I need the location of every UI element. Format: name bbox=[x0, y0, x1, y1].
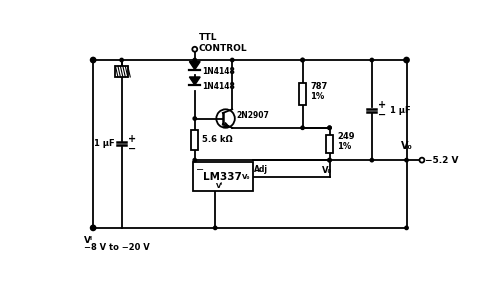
Circle shape bbox=[92, 226, 95, 230]
Circle shape bbox=[301, 58, 304, 62]
Text: −: − bbox=[195, 165, 204, 175]
Text: +: + bbox=[378, 100, 386, 111]
Circle shape bbox=[301, 58, 304, 62]
Text: 1 μF: 1 μF bbox=[94, 140, 115, 148]
Text: 1 μF: 1 μF bbox=[390, 105, 411, 114]
Polygon shape bbox=[189, 61, 200, 70]
Polygon shape bbox=[189, 77, 200, 85]
Circle shape bbox=[405, 58, 408, 62]
Circle shape bbox=[405, 226, 408, 230]
Bar bbox=[115, 66, 128, 77]
Text: −: − bbox=[128, 144, 136, 154]
Text: 5.6 kΩ: 5.6 kΩ bbox=[202, 135, 233, 144]
Circle shape bbox=[193, 158, 196, 162]
Text: 1N4148: 1N4148 bbox=[202, 82, 235, 91]
Bar bbox=[191, 130, 198, 150]
Text: V₀: V₀ bbox=[241, 174, 250, 180]
Bar bbox=[193, 162, 253, 191]
Circle shape bbox=[328, 158, 331, 162]
Bar bbox=[299, 83, 306, 105]
Bar bbox=[326, 135, 333, 153]
Text: V₀: V₀ bbox=[322, 166, 332, 175]
Text: V₀: V₀ bbox=[401, 141, 412, 151]
Text: +: + bbox=[128, 134, 136, 144]
Text: −: − bbox=[378, 110, 386, 120]
Circle shape bbox=[370, 58, 374, 62]
Circle shape bbox=[120, 58, 123, 62]
Text: −5.2 V: −5.2 V bbox=[425, 156, 458, 165]
Text: 249
1%: 249 1% bbox=[337, 132, 355, 151]
Text: 1N4148: 1N4148 bbox=[202, 67, 235, 76]
Circle shape bbox=[301, 126, 304, 129]
Circle shape bbox=[328, 126, 331, 129]
Circle shape bbox=[328, 126, 331, 129]
Text: TTL
CONTROL: TTL CONTROL bbox=[198, 33, 247, 53]
Text: Vᴵ: Vᴵ bbox=[215, 183, 222, 189]
Text: Vᴵ: Vᴵ bbox=[84, 235, 93, 244]
Circle shape bbox=[193, 58, 196, 62]
Text: 2N2907: 2N2907 bbox=[236, 111, 269, 120]
Circle shape bbox=[230, 58, 234, 62]
Text: 787
1%: 787 1% bbox=[310, 82, 328, 101]
Circle shape bbox=[328, 158, 331, 162]
Circle shape bbox=[92, 58, 95, 62]
Circle shape bbox=[193, 117, 196, 120]
Circle shape bbox=[405, 158, 408, 162]
Text: LM337: LM337 bbox=[203, 172, 242, 182]
Text: −8 V to −20 V: −8 V to −20 V bbox=[84, 243, 150, 252]
Circle shape bbox=[370, 158, 374, 162]
Circle shape bbox=[213, 226, 217, 230]
Text: Adj: Adj bbox=[254, 165, 268, 174]
